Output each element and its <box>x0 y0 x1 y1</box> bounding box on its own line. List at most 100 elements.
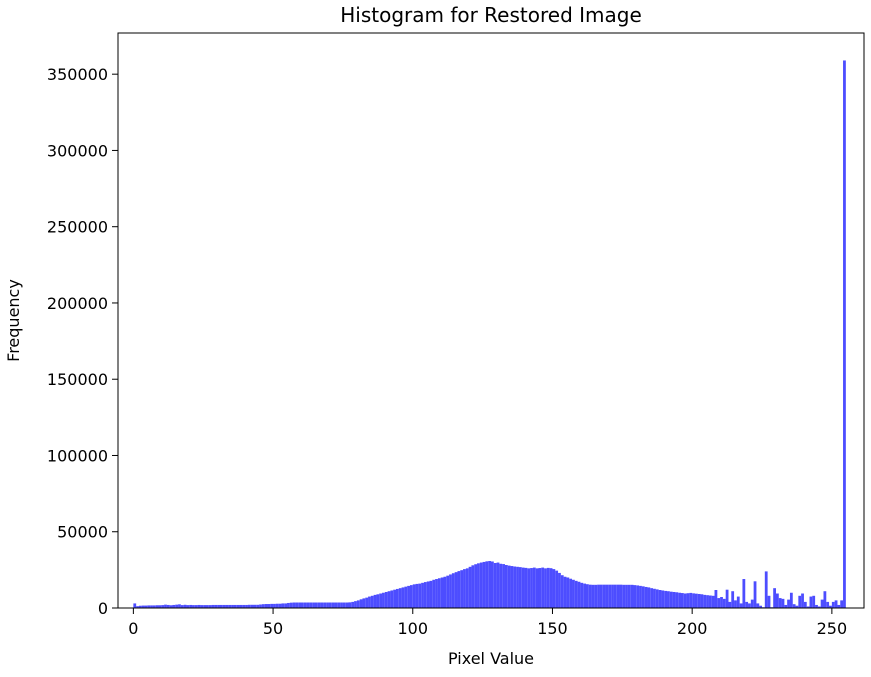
histogram-bar <box>731 591 735 608</box>
histogram-bar <box>158 605 162 608</box>
histogram-bar <box>602 584 606 608</box>
histogram-bar <box>708 595 712 608</box>
histogram-bar <box>789 592 793 608</box>
histogram-bar <box>574 580 578 608</box>
histogram-bar <box>351 601 355 608</box>
histogram-bar <box>532 567 536 608</box>
histogram-bar <box>493 563 497 608</box>
histogram-bar <box>647 587 651 608</box>
histogram-bar <box>197 604 201 608</box>
histogram-bar <box>362 598 366 608</box>
histogram-bar <box>560 575 564 608</box>
histogram-bar <box>443 576 447 608</box>
histogram-bar <box>577 581 581 608</box>
histogram-bar <box>449 574 452 608</box>
histogram-bar <box>636 585 640 608</box>
histogram-bar <box>572 579 575 608</box>
histogram-bar <box>219 604 223 608</box>
histogram-bar <box>306 602 310 608</box>
histogram-bar <box>192 605 195 608</box>
histogram-bars <box>133 60 846 608</box>
histogram-bar <box>245 604 248 608</box>
histogram-bar <box>499 563 503 608</box>
histogram-bar <box>658 590 662 608</box>
y-tick-label: 50000 <box>57 523 108 542</box>
histogram-bar <box>144 605 148 608</box>
histogram-bar <box>314 602 318 608</box>
histogram-bar <box>510 566 514 608</box>
histogram-bar <box>138 605 142 608</box>
histogram-bar <box>544 568 547 608</box>
histogram-bar <box>750 599 754 608</box>
histogram-bar <box>421 582 424 608</box>
histogram-bar <box>233 604 237 608</box>
histogram-bar <box>401 587 405 608</box>
histogram-bar <box>298 602 302 608</box>
histogram-bar <box>370 595 374 608</box>
histogram-bar <box>764 571 768 608</box>
histogram-bar <box>379 593 383 608</box>
histogram-bar <box>281 603 285 608</box>
y-tick-label: 200000 <box>47 294 108 313</box>
histogram-bar <box>147 605 151 608</box>
histogram-bar <box>538 568 542 608</box>
histogram-bar <box>837 604 841 608</box>
plot-frame <box>117 32 865 609</box>
histogram-bar <box>161 605 165 608</box>
histogram-bar <box>650 588 654 608</box>
histogram-bar <box>840 600 844 608</box>
histogram-bar <box>141 605 145 608</box>
histogram-bar <box>477 563 480 608</box>
histogram-bar <box>409 585 413 608</box>
histogram-bar <box>359 599 363 608</box>
histogram-bar <box>474 564 478 608</box>
histogram-bar <box>334 602 338 608</box>
histogram-bar <box>236 604 240 608</box>
histogram-bar <box>585 584 589 608</box>
histogram-bar <box>608 584 612 608</box>
histogram-bar <box>535 568 539 608</box>
histogram-bar <box>700 594 704 608</box>
histogram-bar <box>826 601 830 608</box>
histogram-bar <box>524 567 528 608</box>
histogram-bar <box>373 594 377 608</box>
histogram-bar <box>239 604 243 608</box>
histogram-bar <box>803 601 807 608</box>
x-axis-label: Pixel Value <box>448 649 534 668</box>
histogram-bar <box>815 604 818 608</box>
histogram-bar <box>412 584 416 608</box>
histogram-bar <box>502 564 505 608</box>
histogram-bar <box>784 604 788 608</box>
histogram-bar <box>541 567 545 608</box>
histogram-bar <box>376 594 380 608</box>
histogram-bar <box>627 584 631 608</box>
histogram-bar <box>725 589 729 608</box>
histogram-bar <box>683 593 687 608</box>
histogram-bar <box>468 566 472 608</box>
histogram-bar <box>792 604 796 608</box>
histogram-bar <box>231 604 234 608</box>
histogram-bar <box>273 603 276 608</box>
histogram-bar <box>301 602 304 608</box>
histogram-bar <box>817 606 821 608</box>
histogram-bar <box>795 605 799 608</box>
histogram-bar <box>491 561 494 608</box>
histogram-bar <box>295 602 299 608</box>
histogram-bar <box>247 604 251 608</box>
histogram-bar <box>558 572 561 608</box>
histogram-bar <box>180 605 184 608</box>
histogram-bar <box>178 604 181 608</box>
histogram-bar <box>183 604 187 608</box>
histogram-bar <box>720 597 723 608</box>
histogram-bar <box>583 583 586 608</box>
histogram-bar <box>225 604 229 608</box>
histogram-bar <box>200 605 204 608</box>
histogram-bar <box>479 562 483 608</box>
histogram-bar <box>748 603 751 608</box>
histogram-bar <box>653 588 656 608</box>
histogram-bar <box>692 593 695 608</box>
histogram-bar <box>588 584 592 608</box>
histogram-bar <box>664 590 668 608</box>
